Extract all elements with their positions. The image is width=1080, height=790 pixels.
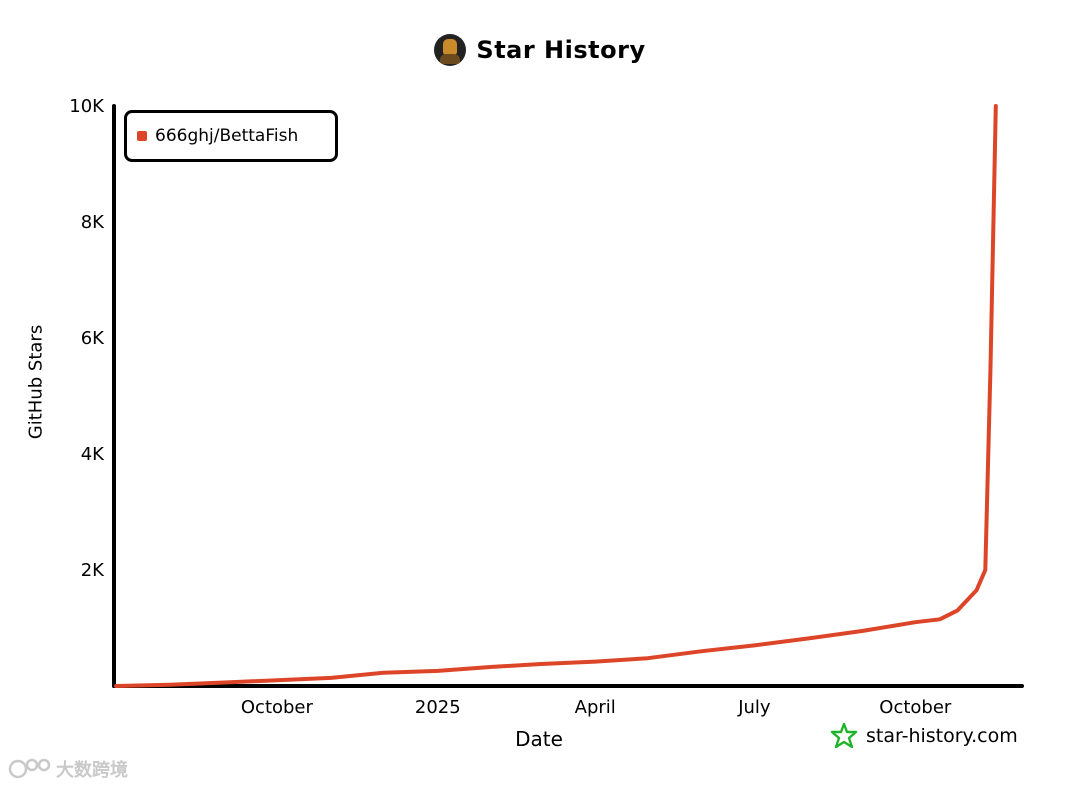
- data-point: [994, 104, 998, 108]
- x-axis-label: Date: [515, 727, 563, 751]
- x-tick-label: 2025: [415, 697, 461, 718]
- data-point: [168, 683, 172, 687]
- x-tick-label: April: [575, 697, 616, 718]
- legend-label: 666ghj/BettaFish: [155, 126, 299, 146]
- series-line: [114, 104, 998, 688]
- data-point: [382, 671, 386, 675]
- legend-swatch: [137, 131, 147, 141]
- y-axis-label: GitHub Stars: [25, 324, 47, 440]
- x-tick-label: October: [241, 697, 314, 718]
- site-watermark: star-history.com: [830, 722, 1018, 750]
- chart-title: Star History: [476, 36, 646, 64]
- series-lines: [114, 104, 998, 688]
- axes: [112, 104, 1024, 688]
- y-tick-label: 4K: [81, 444, 105, 465]
- x-tick-label: October: [879, 697, 952, 718]
- data-point: [700, 649, 704, 653]
- data-point: [807, 636, 811, 641]
- data-point: [861, 629, 865, 633]
- data-point: [329, 676, 333, 680]
- chart-header: Star History: [0, 30, 1080, 70]
- y-tick-label: 2K: [81, 560, 105, 581]
- legend: 666ghj/BettaFish: [124, 110, 338, 162]
- corner-text: 大数跨境: [56, 760, 128, 781]
- data-point: [593, 660, 597, 664]
- y-tick-label: 10K: [69, 96, 105, 117]
- data-point: [988, 365, 993, 369]
- y-tick-label: 6K: [81, 328, 105, 349]
- data-point: [913, 620, 917, 624]
- data-point: [983, 568, 987, 572]
- avatar: [434, 34, 467, 66]
- site-text: star-history.com: [866, 725, 1018, 747]
- y-tick-label: 8K: [81, 212, 105, 233]
- data-point: [275, 678, 279, 682]
- data-point: [436, 669, 440, 673]
- data-point: [974, 588, 979, 592]
- data-point: [955, 609, 959, 613]
- star-icon: [830, 722, 858, 749]
- data-point: [752, 643, 756, 648]
- tick-labels: October 2025 April July October 2K 4K 6K 8K 10K: [69, 96, 952, 718]
- data-point: [646, 656, 650, 660]
- data-point: [490, 665, 494, 669]
- data-point: [222, 680, 227, 685]
- data-point: [938, 617, 942, 621]
- corner-logo-icon: [8, 758, 51, 779]
- data-point: [114, 684, 118, 688]
- corner-watermark: 大数跨境: [8, 756, 128, 782]
- data-point: [539, 662, 543, 666]
- x-tick-label: July: [737, 697, 771, 718]
